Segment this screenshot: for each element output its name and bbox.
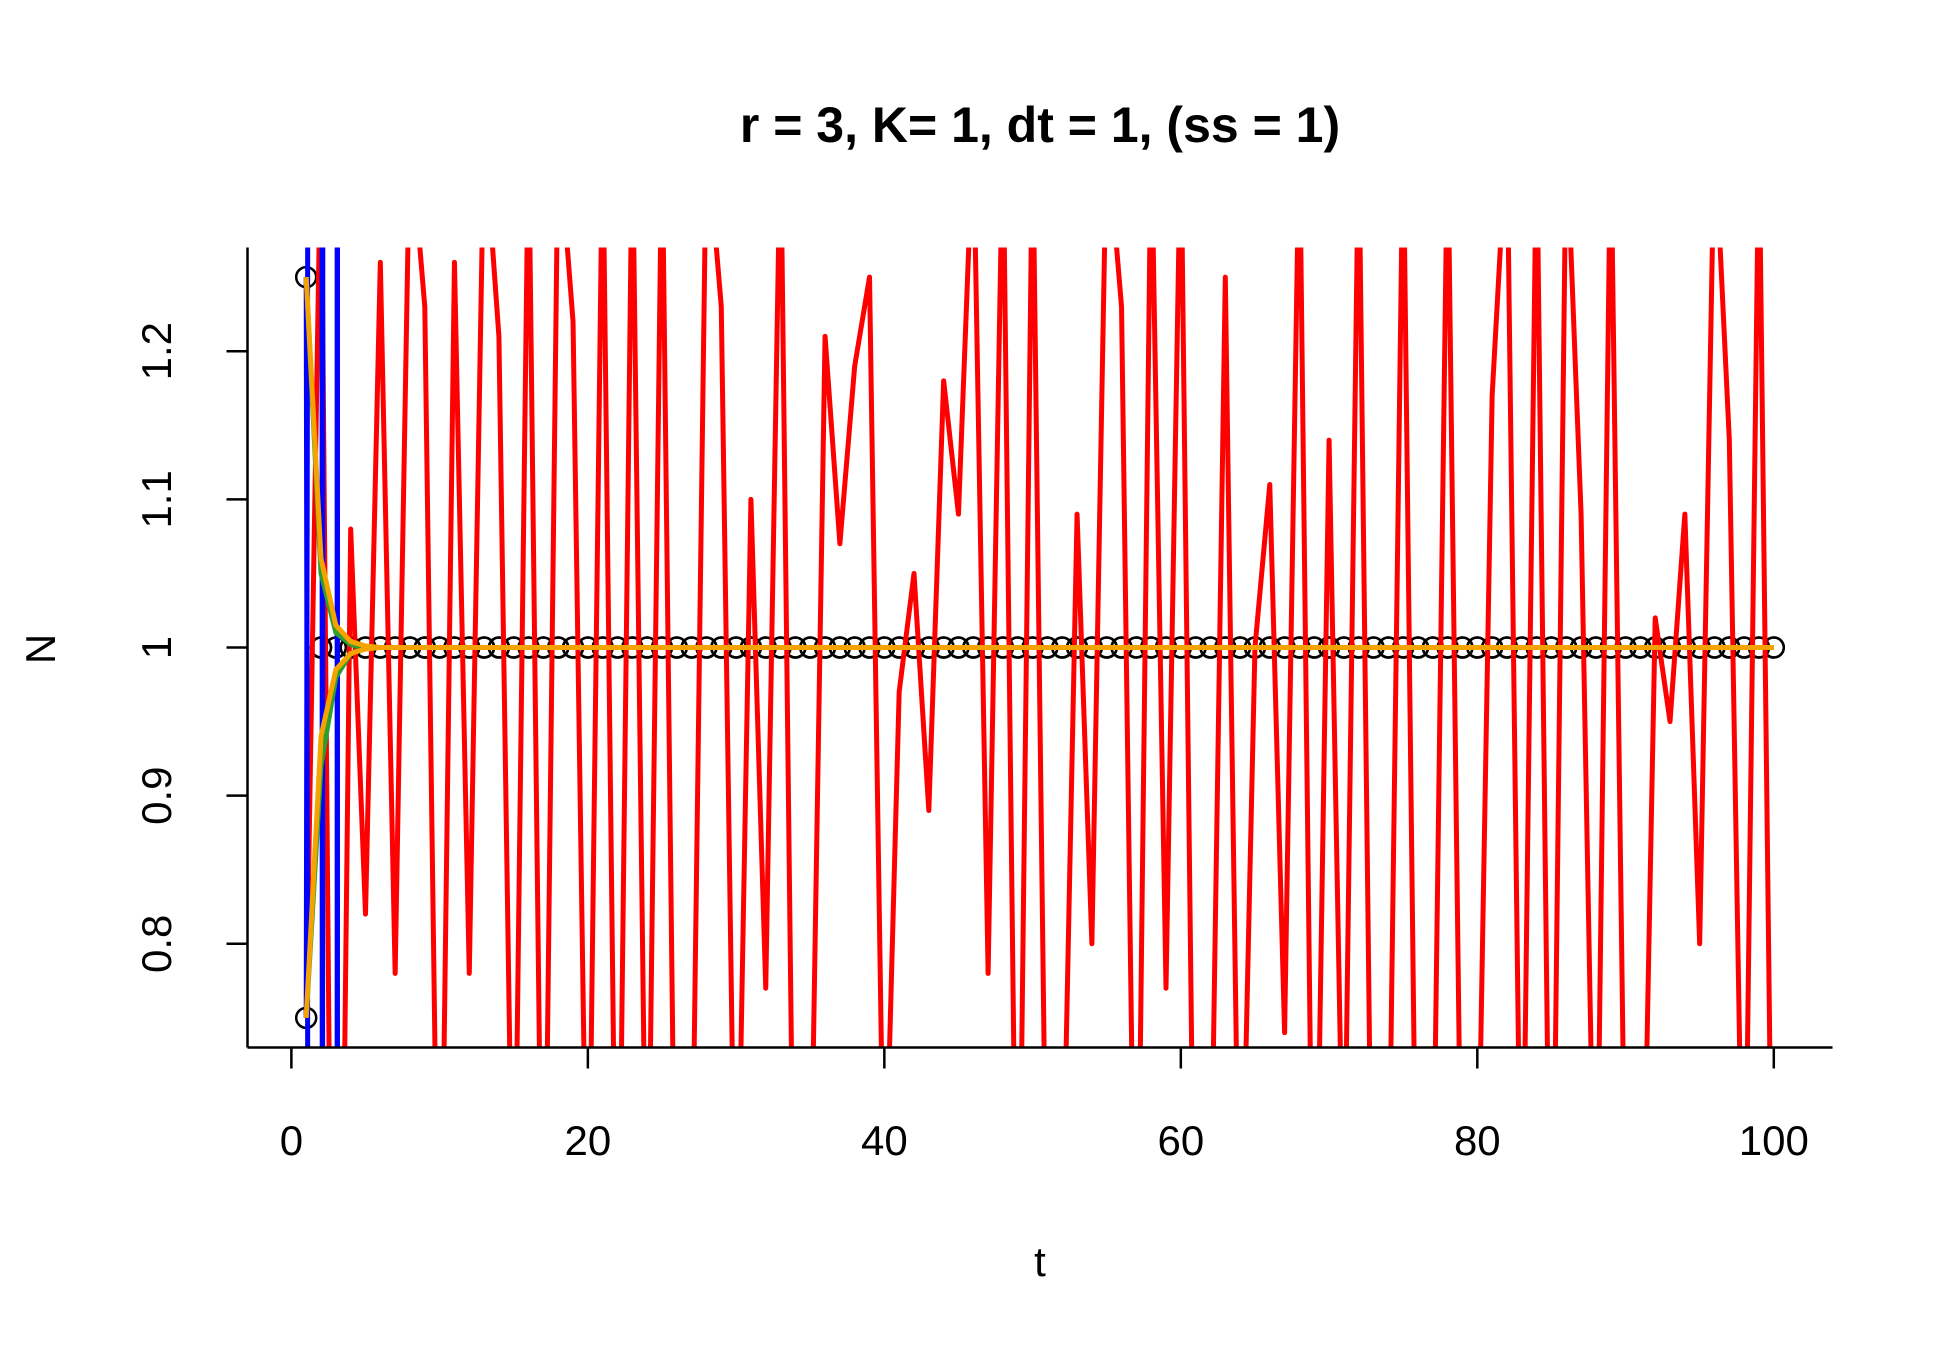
series-line <box>303 645 1774 1019</box>
x-tick-label: 0 <box>280 1117 303 1164</box>
plot-area <box>294 247 1786 1048</box>
y-tick-label: 1.1 <box>133 470 180 528</box>
x-tick-label: 20 <box>565 1117 612 1164</box>
x-tick-label: 100 <box>1739 1117 1809 1164</box>
y-tick-label: 1 <box>133 636 180 659</box>
x-axis-label: t <box>1034 1238 1046 1285</box>
chart-title: r = 3, K= 1, dt = 1, (ss = 1) <box>740 97 1340 153</box>
y-tick-label: 1.2 <box>133 322 180 380</box>
x-tick-label: 80 <box>1454 1117 1501 1164</box>
x-tick-label: 40 <box>861 1117 908 1164</box>
x-tick-label: 60 <box>1157 1117 1204 1164</box>
y-tick-label: 0.9 <box>133 766 180 824</box>
series-line <box>303 247 1773 1048</box>
y-tick-label: 0.8 <box>133 915 180 973</box>
y-axis-label: N <box>17 634 64 664</box>
